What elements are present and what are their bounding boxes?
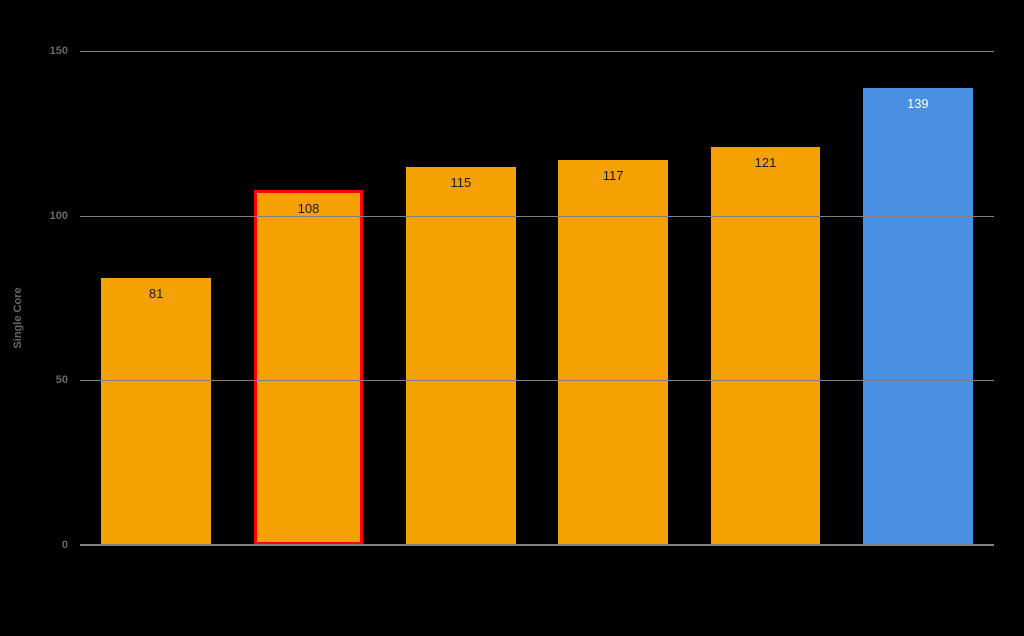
bar: 139 [863, 88, 973, 545]
bar-value-label: 121 [755, 155, 777, 170]
bar-value-label: 117 [603, 168, 624, 183]
bar: 117 [558, 160, 668, 545]
plot-area: 81108115117121139 050100150 [80, 35, 994, 545]
bar: 115 [406, 167, 516, 545]
y-tick-label: 0 [62, 539, 80, 551]
y-tick-label: 150 [50, 45, 80, 57]
x-axis-line [80, 544, 994, 546]
bar-value-label: 115 [450, 175, 471, 190]
gridline [80, 51, 994, 52]
bar: 121 [711, 147, 821, 545]
y-tick-label: 50 [56, 374, 80, 386]
gridline [80, 216, 994, 217]
bar-value-label: 108 [298, 201, 320, 216]
y-tick-label: 100 [50, 210, 80, 222]
bars-group: 81 108 115 117 121 139 [80, 35, 994, 545]
gridline [80, 380, 994, 381]
bar-value-label: 139 [907, 96, 929, 111]
y-axis-title: Single Core [12, 287, 24, 348]
bar: 108 [254, 190, 364, 545]
bar-chart: Single Core 81 108 115 117 121 139 0 50 100 150 [0, 0, 1024, 636]
bar-value-label: 81 [149, 286, 163, 301]
bar: 81 [101, 278, 211, 545]
